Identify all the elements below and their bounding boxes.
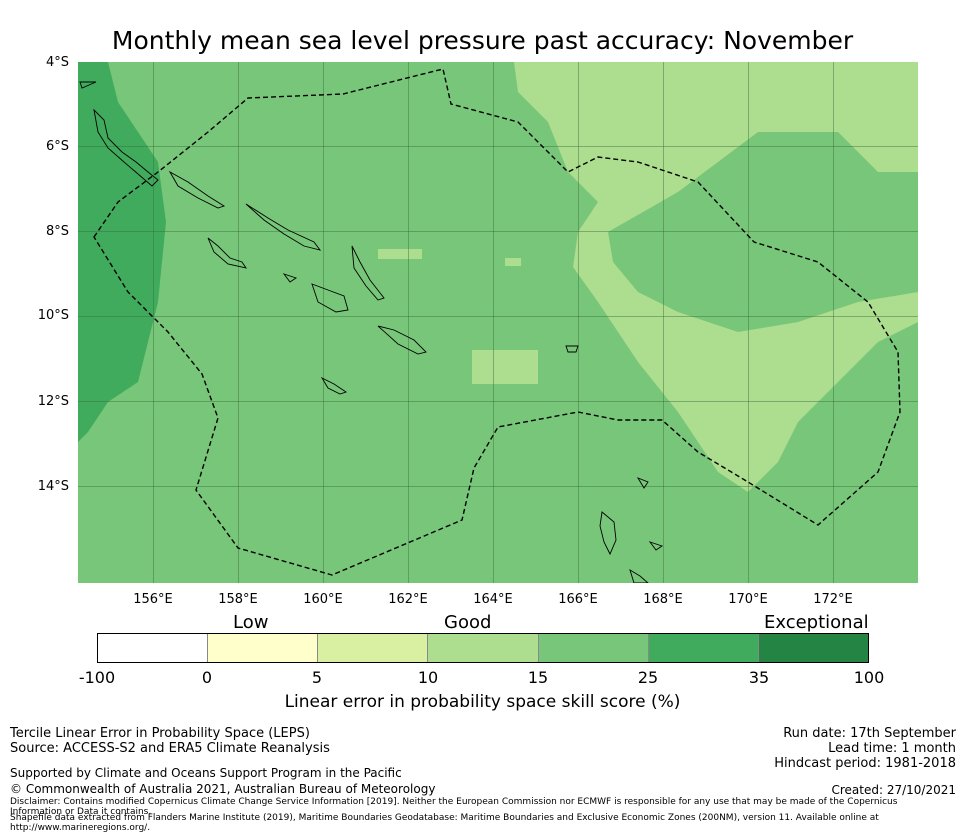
footer-shapefile: Shapefile data extracted from Flanders M… — [10, 813, 879, 833]
lon-label: 158°E — [218, 592, 258, 607]
skill-map — [78, 62, 918, 583]
colorbar-tick: 35 — [748, 668, 770, 687]
mid-skill-patch — [608, 132, 918, 332]
colorbar-tick: 5 — [311, 668, 323, 687]
footer-run-date: Run date: 17th September — [783, 726, 956, 741]
lighter-patch — [472, 350, 538, 384]
lon-label: 164°E — [473, 592, 513, 607]
footer-created: Created: 27/10/2021 — [831, 783, 956, 797]
lon-label: 172°E — [813, 592, 853, 607]
colorbar-category-low: Low — [233, 612, 269, 633]
colorbar-tick: 0 — [201, 668, 213, 687]
lighter-patch — [378, 249, 422, 259]
footer-disclaimer: Disclaimer: Contains modified Copernicus… — [10, 797, 898, 817]
graticule — [78, 62, 918, 583]
eez-boundary — [93, 68, 901, 576]
colorbar-tick: 100 — [853, 668, 885, 687]
footer-lead-time: Lead time: 1 month — [828, 741, 956, 756]
footer-support: Supported by Climate and Oceans Support … — [10, 766, 402, 780]
lat-label: 12°S — [37, 394, 69, 409]
lon-label: 168°E — [643, 592, 683, 607]
map-panel — [78, 62, 918, 583]
coastlines — [79, 81, 664, 583]
colorbar-tick: 10 — [417, 668, 439, 687]
footer-source: Source: ACCESS-S2 and ERA5 Climate Reana… — [10, 741, 330, 756]
lat-label: 6°S — [45, 139, 69, 154]
lon-label: 162°E — [388, 592, 428, 607]
lat-label: 8°S — [45, 224, 69, 239]
lighter-patch — [505, 258, 521, 266]
footer-hindcast: Hindcast period: 1981-2018 — [774, 756, 956, 771]
colorbar-segment — [758, 634, 868, 662]
colorbar-category-exceptional: Exceptional — [764, 612, 869, 633]
colorbar — [97, 633, 869, 663]
lon-label: 170°E — [728, 592, 768, 607]
colorbar-category-good: Good — [444, 612, 492, 633]
colorbar-title: Linear error in probability space skill … — [284, 692, 681, 712]
lon-label: 156°E — [133, 592, 173, 607]
colorbar-segment — [428, 634, 539, 662]
footer-copyright: © Commonwealth of Australia 2021, Austra… — [10, 782, 436, 796]
colorbar-segment — [98, 634, 209, 662]
colorbar-segment — [648, 634, 759, 662]
footer-method: Tercile Linear Error in Probability Spac… — [10, 726, 310, 741]
colorbar-segment — [318, 634, 429, 662]
chart-title: Monthly mean sea level pressure past acc… — [111, 26, 854, 55]
colorbar-tick: -100 — [78, 668, 116, 687]
colorbar-tick: 25 — [637, 668, 659, 687]
colorbar-segment — [538, 634, 649, 662]
lon-label: 166°E — [558, 592, 598, 607]
lat-label: 10°S — [37, 308, 69, 323]
colorbar-tick: 15 — [527, 668, 549, 687]
lon-label: 160°E — [303, 592, 343, 607]
colorbar-segment — [208, 634, 319, 662]
lat-label: 4°S — [45, 55, 69, 70]
lat-label: 14°S — [37, 479, 69, 494]
darker-skill-region — [78, 62, 166, 442]
